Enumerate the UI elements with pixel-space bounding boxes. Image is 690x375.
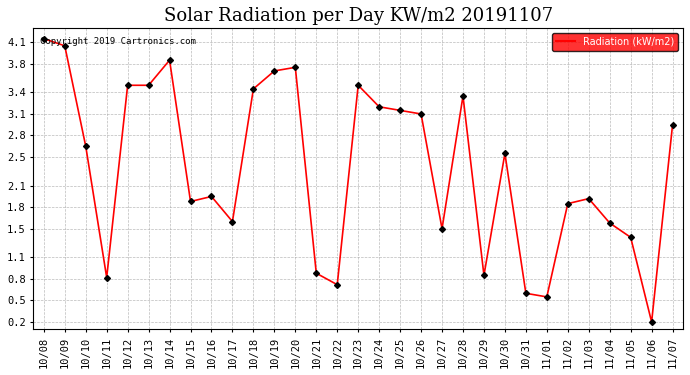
Title: Solar Radiation per Day KW/m2 20191107: Solar Radiation per Day KW/m2 20191107 <box>164 7 553 25</box>
Text: Copyright 2019 Cartronics.com: Copyright 2019 Cartronics.com <box>40 37 196 46</box>
Legend: Radiation (kW/m2): Radiation (kW/m2) <box>552 33 678 51</box>
